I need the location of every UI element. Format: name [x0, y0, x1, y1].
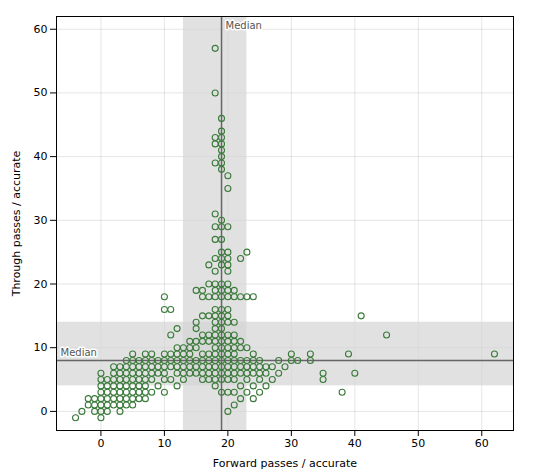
svg-text:50: 50 [34, 86, 48, 99]
svg-text:0: 0 [41, 405, 48, 418]
svg-text:0: 0 [97, 437, 104, 450]
svg-text:Median: Median [61, 347, 97, 358]
svg-text:20: 20 [34, 278, 48, 291]
svg-text:20: 20 [221, 437, 235, 450]
svg-text:Through passes / accurate: Through passes / accurate [10, 150, 23, 297]
svg-text:60: 60 [34, 23, 48, 36]
svg-text:10: 10 [157, 437, 171, 450]
svg-text:40: 40 [348, 437, 362, 450]
svg-text:Forward passes / accurate: Forward passes / accurate [213, 457, 358, 470]
svg-text:40: 40 [34, 150, 48, 163]
svg-text:10: 10 [34, 341, 48, 354]
svg-text:Median: Median [226, 20, 262, 31]
svg-text:30: 30 [34, 214, 48, 227]
svg-text:60: 60 [475, 437, 489, 450]
svg-text:30: 30 [284, 437, 298, 450]
svg-text:50: 50 [411, 437, 425, 450]
